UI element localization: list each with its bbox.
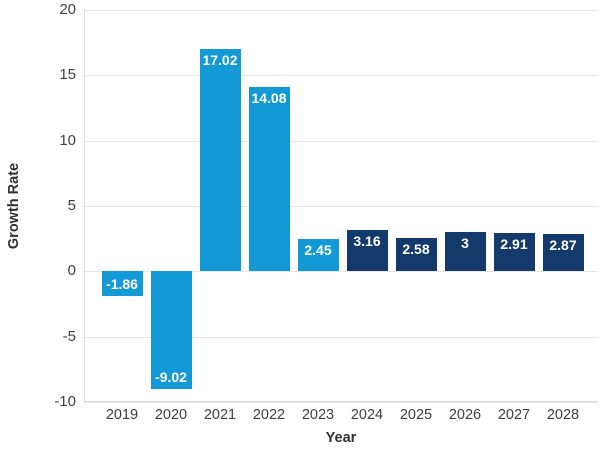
- bar-2023: 2.45: [297, 239, 339, 272]
- bar-value-label: 17.02: [202, 51, 238, 68]
- bar-2021: 17.02: [199, 48, 241, 272]
- bar-2022: 14.08: [248, 87, 290, 272]
- x-axis-title: Year: [325, 430, 357, 446]
- y-axis-line: [84, 10, 85, 402]
- bar-2028: 2.87: [542, 233, 584, 272]
- y-tick-label: 5: [67, 197, 76, 214]
- bar-2025: 2.58: [395, 237, 437, 272]
- bar-value-label: 14.08: [251, 90, 287, 107]
- bar-2027: 2.91: [493, 233, 535, 272]
- y-tick-label: -10: [54, 393, 76, 410]
- x-tick-label: 2023: [301, 407, 335, 423]
- gridline: [84, 336, 598, 338]
- bar-2020: -9.02: [150, 271, 192, 390]
- gridline: [84, 75, 598, 77]
- gridline: [84, 206, 598, 207]
- bar-value-label: 2.91: [500, 236, 528, 253]
- x-axis-line: [84, 401, 598, 402]
- x-tick-label: 2026: [448, 407, 482, 423]
- gridline: [84, 402, 598, 403]
- gridline: [84, 10, 598, 11]
- bar-value-label: -9.02: [155, 369, 187, 386]
- x-tick-label: 2024: [350, 407, 384, 423]
- bar-2026: 3: [444, 232, 486, 272]
- bar-2019: -1.86: [101, 271, 143, 296]
- bar-value-label: 2.58: [402, 240, 430, 257]
- y-tick-label: 20: [59, 1, 76, 18]
- x-tick-label: 2025: [399, 407, 433, 423]
- bar-value-label: 2.45: [304, 242, 332, 259]
- y-tick-label: 15: [59, 66, 76, 84]
- x-tick-label: 2020: [154, 407, 188, 423]
- bar-value-label: -1.86: [106, 275, 138, 292]
- plot-area: -1.86 -9.02 17.02 14.08 2.45 3.16 2.58 3 2.91 2.8…: [84, 10, 598, 403]
- x-tick-label: 2022: [252, 407, 286, 423]
- y-tick-label: 10: [59, 131, 76, 149]
- y-tick-label: -5: [62, 327, 76, 345]
- x-tick-label: 2027: [497, 407, 531, 423]
- x-tick-label: 2028: [546, 407, 580, 423]
- y-tick-label: 0: [67, 262, 76, 280]
- x-tick-label: 2019: [105, 407, 139, 423]
- bar-value-label: 2.87: [549, 236, 577, 253]
- bar-2024: 3.16: [346, 230, 388, 272]
- x-tick-label: 2021: [203, 407, 237, 423]
- gridline: [84, 271, 598, 273]
- bar-value-label: 3: [461, 235, 469, 252]
- bar-value-label: 3.16: [353, 233, 381, 250]
- gridline: [84, 140, 598, 142]
- y-axis-title: Growth Rate: [6, 162, 22, 250]
